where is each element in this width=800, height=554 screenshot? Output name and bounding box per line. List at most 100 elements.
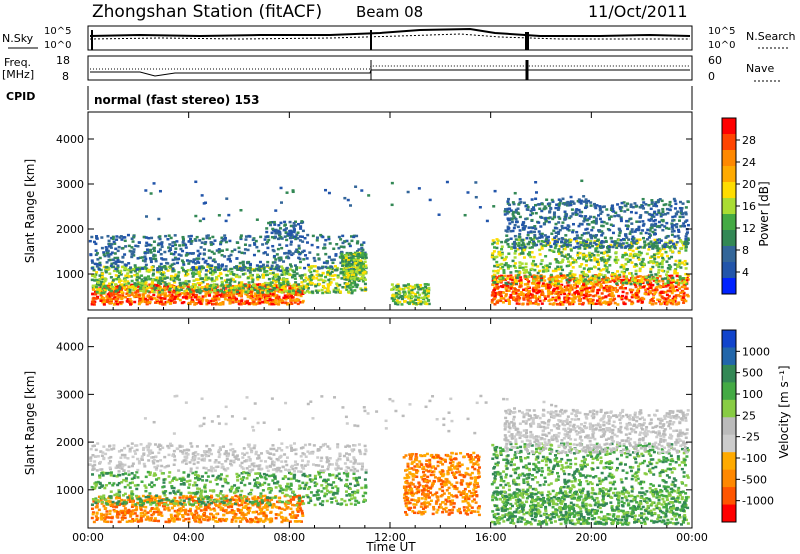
range-cell bbox=[290, 294, 294, 298]
range-cell bbox=[546, 283, 550, 287]
range-cell bbox=[614, 278, 618, 281]
range-cell bbox=[518, 232, 522, 236]
range-cell bbox=[181, 243, 185, 247]
range-cell bbox=[532, 259, 536, 263]
range-cell bbox=[625, 219, 629, 223]
range-cell bbox=[505, 212, 509, 215]
range-cell bbox=[99, 293, 103, 297]
range-cell bbox=[276, 268, 280, 272]
range-cell bbox=[577, 281, 581, 285]
range-cell bbox=[217, 274, 221, 278]
range-cell bbox=[540, 276, 544, 280]
range-cell bbox=[549, 206, 553, 210]
range-cell bbox=[635, 289, 639, 292]
range-cell bbox=[223, 234, 227, 237]
range-cell bbox=[407, 295, 411, 298]
range-cell bbox=[553, 211, 557, 214]
range-cell bbox=[281, 267, 285, 270]
range-cell bbox=[149, 260, 153, 264]
range-cell bbox=[169, 285, 173, 288]
range-cell bbox=[282, 260, 286, 263]
range-cell bbox=[540, 259, 544, 262]
range-cell bbox=[265, 301, 269, 304]
range-cell bbox=[594, 249, 598, 253]
range-cell bbox=[107, 266, 111, 270]
range-cell bbox=[583, 278, 587, 281]
range-cell bbox=[280, 291, 284, 294]
range-cell bbox=[194, 262, 198, 265]
range-cell bbox=[123, 287, 127, 290]
range-cell bbox=[538, 248, 542, 252]
nave-tick-top: 60 bbox=[708, 54, 722, 67]
range-cell bbox=[282, 283, 286, 287]
range-cell bbox=[172, 289, 176, 292]
range-cell bbox=[495, 246, 499, 250]
range-cell bbox=[133, 268, 137, 271]
range-cell bbox=[279, 256, 283, 260]
range-cell bbox=[663, 282, 667, 286]
range-cell bbox=[493, 281, 497, 284]
range-cell bbox=[561, 197, 565, 201]
range-cell bbox=[603, 275, 607, 279]
range-cell bbox=[313, 259, 317, 263]
range-cell bbox=[279, 285, 283, 289]
range-cell bbox=[402, 300, 406, 303]
range-cell bbox=[299, 294, 303, 298]
range-cell bbox=[152, 257, 156, 260]
range-cell bbox=[242, 265, 246, 269]
range-cell bbox=[512, 202, 516, 206]
range-cell bbox=[273, 261, 277, 264]
range-cell bbox=[541, 266, 545, 269]
range-cell bbox=[160, 290, 164, 294]
range-cell bbox=[646, 292, 650, 296]
range-cell bbox=[683, 281, 687, 284]
range-cell bbox=[566, 284, 570, 287]
range-cell bbox=[532, 230, 536, 234]
range-cell bbox=[665, 273, 669, 276]
range-cell bbox=[644, 203, 648, 206]
range-cell bbox=[543, 264, 547, 268]
range-cell bbox=[663, 212, 667, 216]
range-cell bbox=[349, 288, 353, 291]
range-cell bbox=[152, 240, 156, 243]
range-cell bbox=[238, 266, 242, 270]
range-cell bbox=[404, 295, 408, 299]
range-cell bbox=[229, 267, 233, 271]
range-cell bbox=[229, 286, 233, 290]
range-cell bbox=[624, 296, 628, 300]
range-cell bbox=[249, 274, 253, 277]
range-cell bbox=[674, 243, 678, 246]
range-cell bbox=[670, 245, 674, 248]
range-cell bbox=[555, 239, 559, 242]
range-cell bbox=[398, 291, 402, 295]
range-cell bbox=[426, 289, 430, 293]
range-cell bbox=[569, 238, 573, 242]
range-cell bbox=[132, 288, 136, 292]
range-cell bbox=[674, 294, 678, 297]
range-cell bbox=[123, 239, 127, 243]
range-cell bbox=[533, 286, 537, 290]
range-cell bbox=[357, 248, 361, 251]
range-cell bbox=[149, 243, 153, 247]
range-cell bbox=[538, 236, 542, 239]
range-cell bbox=[181, 239, 185, 242]
range-cell bbox=[680, 280, 684, 284]
range-cell bbox=[351, 257, 355, 261]
range-cell bbox=[530, 267, 534, 271]
range-cell bbox=[119, 279, 123, 282]
range-cell bbox=[589, 201, 593, 204]
range-cell bbox=[580, 291, 584, 294]
range-cell bbox=[163, 250, 167, 254]
range-cell bbox=[511, 278, 515, 282]
range-cell bbox=[548, 302, 552, 306]
range-cell bbox=[159, 300, 163, 303]
range-cell bbox=[268, 302, 272, 306]
range-cell bbox=[175, 288, 179, 292]
range-cell bbox=[346, 276, 350, 279]
range-cell bbox=[339, 261, 343, 265]
nsky-panel-frame bbox=[87, 25, 693, 51]
range-cell bbox=[662, 203, 666, 207]
range-cell bbox=[256, 291, 260, 294]
range-cell bbox=[125, 275, 129, 279]
range-cell bbox=[227, 269, 231, 273]
